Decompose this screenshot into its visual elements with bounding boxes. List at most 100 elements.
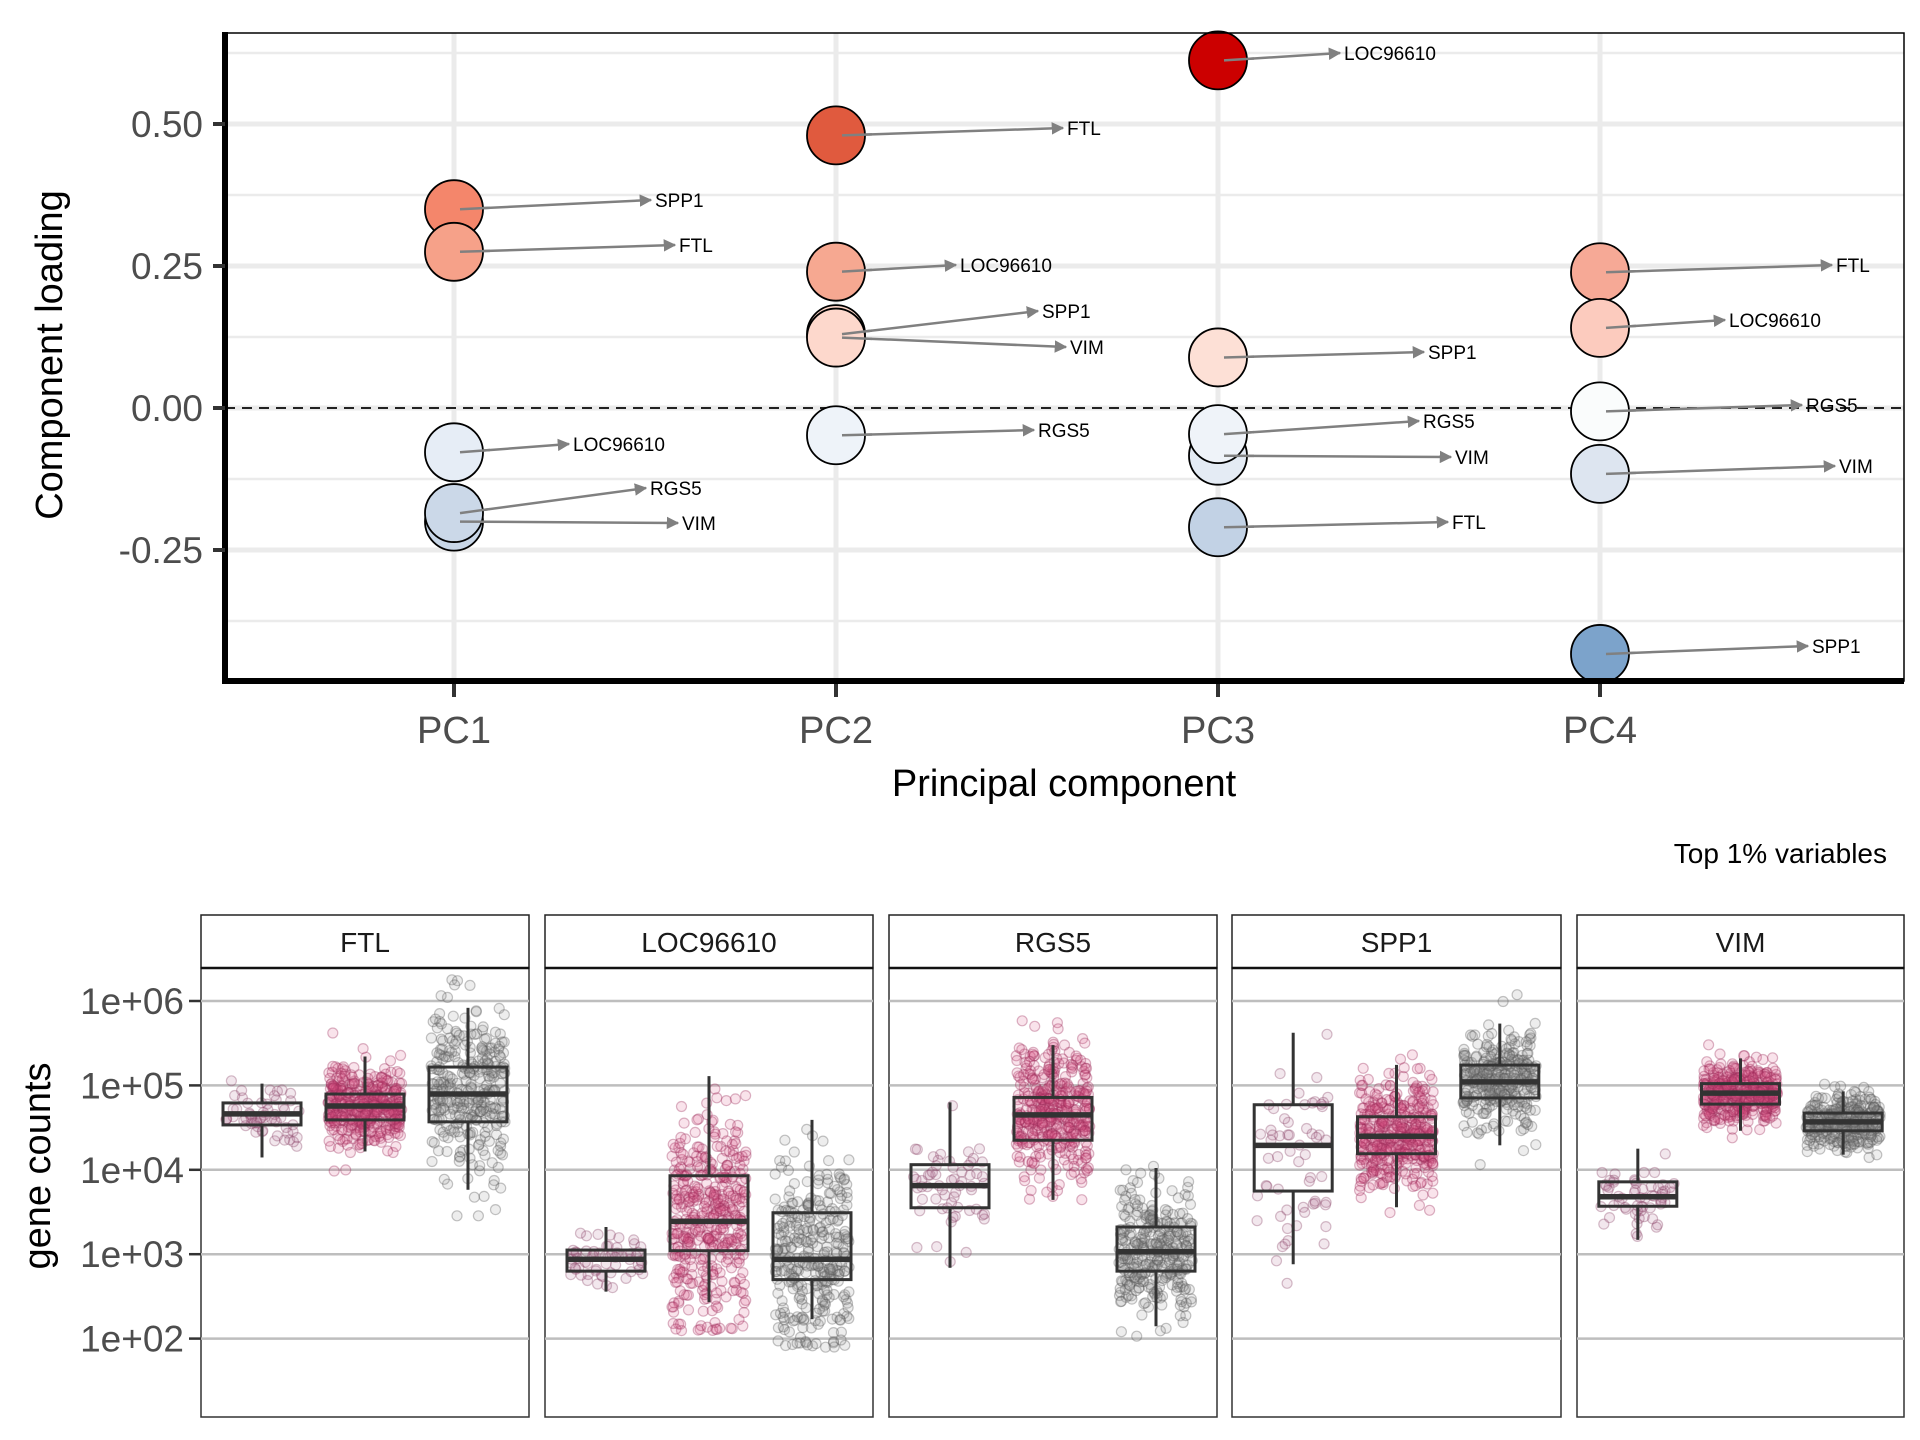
data-point: [769, 1193, 781, 1205]
data-point: [435, 1102, 447, 1115]
label-arrow-start: [459, 507, 490, 515]
data-point: [1644, 1202, 1656, 1214]
facet-strip-label: VIM: [1716, 927, 1766, 958]
data-point: [348, 1061, 360, 1074]
label-arrow-pc4-spp1: [1605, 640, 1810, 656]
x-tick-label-pc3: PC3: [1181, 710, 1255, 752]
data-point: [1529, 1104, 1541, 1116]
data-point: [726, 1235, 738, 1248]
label-arrow-start: [1223, 355, 1255, 359]
data-point: [330, 1061, 342, 1073]
data-point: [1124, 1229, 1136, 1241]
label-arrow-start: [1605, 270, 1637, 274]
data-point: [784, 1185, 796, 1197]
data-point: [722, 1159, 734, 1171]
data-point: [369, 1135, 381, 1147]
label-pc2-ftl: FTL: [1067, 119, 1101, 140]
data-point: [496, 1149, 509, 1161]
label-pc1-ftl: FTL: [679, 236, 713, 257]
data-point: [1401, 1139, 1413, 1151]
data-point: [468, 1191, 480, 1203]
data-point: [791, 1337, 803, 1349]
label-arrow-pc1-ftl: [459, 239, 677, 254]
data-point: [692, 1324, 704, 1336]
data-point: [269, 1135, 281, 1147]
data-point: [729, 1093, 742, 1105]
data-point: [359, 1108, 371, 1121]
data-point: [1251, 1215, 1263, 1227]
data-point: [818, 1246, 831, 1259]
data-point: [373, 1130, 385, 1143]
data-point: [454, 1131, 466, 1143]
data-point: [827, 1213, 839, 1225]
data-point: [478, 1096, 490, 1108]
data-point: [393, 1077, 406, 1089]
data-point: [592, 1228, 604, 1241]
data-point: [323, 1135, 335, 1147]
data-point: [382, 1145, 394, 1157]
data-point: [325, 1078, 337, 1090]
label-arrow-pc4-rgs5: [1605, 399, 1804, 413]
data-point: [340, 1164, 352, 1176]
data-point: [1162, 1234, 1175, 1246]
data-point: [675, 1161, 687, 1173]
data-point: [429, 1098, 442, 1110]
data-point: [1058, 1039, 1071, 1051]
data-point: [382, 1128, 394, 1141]
facet-panel: [1576, 967, 1905, 1418]
y-tick-label: -0.25: [119, 530, 203, 571]
data-point: [476, 1043, 488, 1056]
data-point: [682, 1304, 695, 1316]
data-point: [463, 1097, 475, 1109]
data-point: [381, 1075, 393, 1087]
data-point: [735, 1286, 747, 1298]
data-point: [271, 1085, 283, 1097]
data-point: [435, 1049, 447, 1061]
data-point: [1046, 1129, 1058, 1141]
data-point: [772, 1287, 784, 1299]
data-point: [328, 1124, 340, 1136]
data-point: [1182, 1176, 1195, 1188]
data-point: [697, 1253, 709, 1265]
data-point: [336, 1124, 348, 1136]
data-point: [1076, 1194, 1088, 1206]
data-point: [693, 1141, 705, 1153]
data-point: [711, 1323, 723, 1336]
data-point: [426, 1155, 438, 1168]
data-point: [682, 1233, 694, 1245]
data-point: [438, 1077, 450, 1090]
label-arrow-pc2-vim: [841, 336, 1068, 353]
y-tick-label: 1e+03: [80, 1234, 184, 1275]
data-point: [674, 1285, 686, 1297]
data-point: [1274, 1067, 1286, 1080]
data-point: [367, 1080, 379, 1093]
data-point: [1131, 1200, 1144, 1212]
data-point: [438, 1173, 450, 1185]
data-point: [328, 1165, 340, 1177]
label-pc4-vim: VIM: [1839, 457, 1873, 478]
data-point: [385, 1066, 397, 1078]
data-point: [384, 1124, 396, 1137]
data-point: [800, 1302, 812, 1314]
data-point: [739, 1089, 752, 1102]
facet-vim: VIM: [1576, 914, 1905, 1418]
data-point: [672, 1227, 684, 1239]
data-point: [1151, 1254, 1164, 1266]
data-point: [1360, 1093, 1372, 1105]
data-point: [677, 1148, 689, 1160]
data-point: [430, 1102, 442, 1115]
data-point: [271, 1130, 283, 1142]
data-point: [931, 1240, 943, 1253]
data-point: [1184, 1198, 1197, 1211]
data-point: [435, 990, 447, 1002]
data-point: [1411, 1063, 1424, 1075]
data-point: [345, 1069, 357, 1081]
data-point: [945, 1197, 958, 1209]
data-point: [1525, 1027, 1537, 1040]
data-point: [777, 1321, 789, 1333]
data-point: [791, 1236, 803, 1248]
data-point: [674, 1250, 686, 1263]
data-point: [725, 1322, 737, 1334]
data-point: [814, 1315, 826, 1327]
label-pc2-spp1: SPP1: [1042, 302, 1091, 323]
